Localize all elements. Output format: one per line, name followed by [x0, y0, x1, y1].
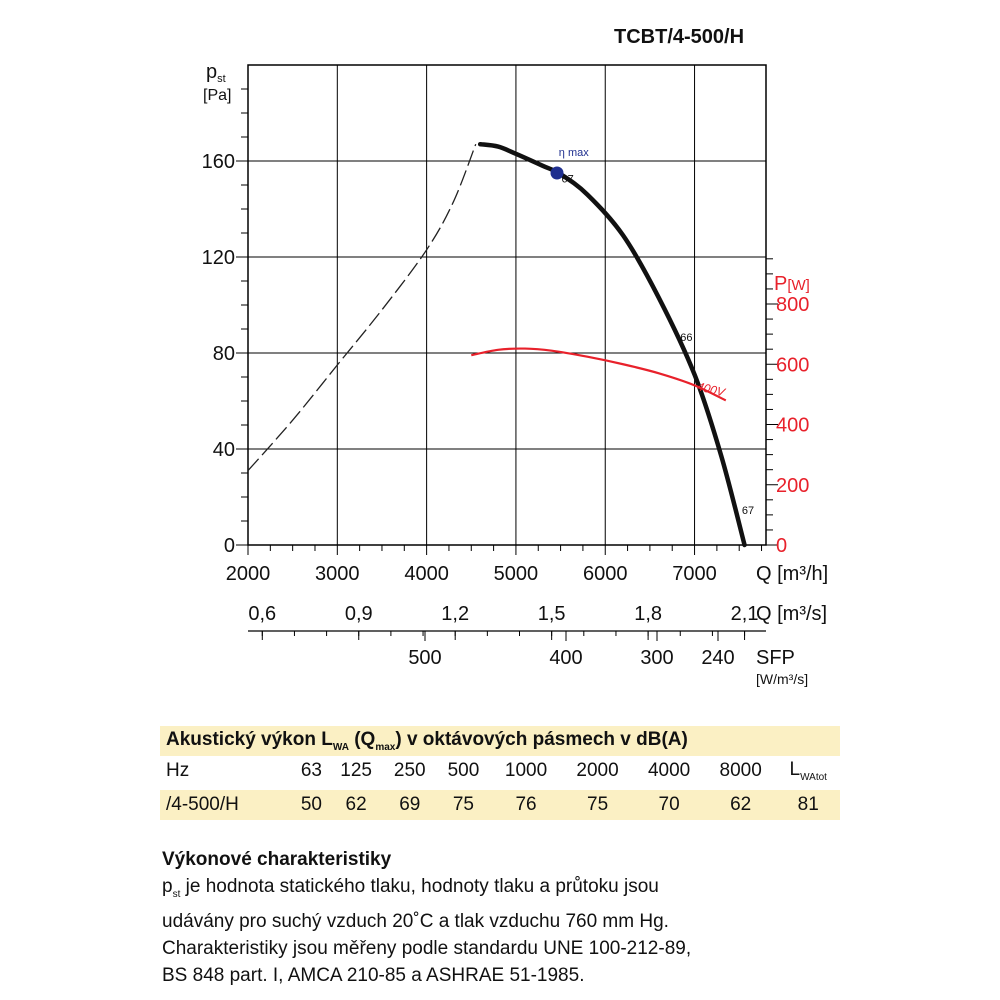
sfp-unit: [W/m³/s] — [756, 671, 808, 687]
notes-line-3: Charakteristiky jsou měřeny podle standa… — [162, 937, 692, 959]
series-line-0 — [247, 143, 477, 472]
sfp-label: SFP — [756, 647, 795, 669]
row-label: /4-500/H — [160, 790, 294, 820]
table-header-row: Akustický výkon LWA (Qmax) v oktávových … — [160, 726, 840, 756]
ytick-right-label-200: 200 — [776, 475, 809, 497]
xtick2-label-4: 1,8 — [634, 603, 662, 625]
xtick-label-6000: 6000 — [583, 563, 628, 585]
plot-frame — [247, 64, 767, 546]
sound-power-table: Akustický výkon LWA (Qmax) v oktávových … — [160, 726, 840, 820]
ytick-right-label-600: 600 — [776, 354, 809, 376]
value-250: 69 — [382, 790, 437, 820]
table-header: Akustický výkon LWA (Qmax) v oktávových … — [160, 726, 840, 756]
annotation-3: 67 — [742, 505, 754, 517]
xtick2-label-1: 0,9 — [345, 603, 373, 625]
xtick-label-3000: 3000 — [315, 563, 360, 585]
sfp-label-240: 240 — [701, 647, 734, 669]
annotation-4: 400V — [696, 379, 728, 400]
notes-line-1: pst je hodnota statického tlaku, hodnoty… — [162, 876, 659, 900]
band-63: 63 — [300, 760, 322, 781]
xtick2-label-2: 1,2 — [441, 603, 469, 625]
xtick2-label-3: 1,5 — [538, 603, 566, 625]
value-63: 50 — [293, 790, 330, 820]
annotation-2: 66 — [680, 332, 692, 344]
annotation-0: η max — [559, 147, 589, 159]
notes-line-4: BS 848 part. I, AMCA 210-85 a ASHRAE 51-… — [162, 964, 585, 986]
annotation-1: 67 — [561, 174, 573, 186]
xtick-label-7000: 7000 — [672, 563, 717, 585]
xtick-label-2000: 2000 — [226, 563, 271, 585]
sfp-label-400: 400 — [549, 647, 582, 669]
total-label: LWAtot — [789, 759, 827, 783]
sfp-label-300: 300 — [640, 647, 673, 669]
value-total: 81 — [776, 790, 840, 820]
value-500: 75 — [436, 790, 491, 820]
chart-axes: pst [Pa] P[W] Q [m³/h] Q [m³/s] SFP [W/m³/s] — [203, 61, 828, 687]
model-title: TCBT/4-500/H — [614, 26, 745, 48]
value-2000: 75 — [561, 790, 634, 820]
xtick-label-5000: 5000 — [494, 563, 539, 585]
ytick-right-label-400: 400 — [776, 415, 809, 437]
hz-label: Hz — [166, 760, 190, 781]
value-125: 62 — [329, 790, 383, 820]
value-4000: 70 — [633, 790, 705, 820]
notes-line-2: udávány pro suchý vzduch 20˚C a tlak vzd… — [162, 910, 669, 932]
band-4000: 4000 — [647, 760, 691, 781]
series-line-1 — [477, 141, 747, 548]
eta-max-point — [550, 166, 564, 180]
band-500: 500 — [447, 760, 480, 781]
table-row: /4-500/H 50 62 69 75 76 75 70 62 81 — [160, 790, 840, 820]
y-axis-label: pst — [206, 61, 226, 85]
chart-grid — [248, 65, 766, 545]
x-axis-secondary-label: Q [m³/s] — [756, 603, 827, 625]
x-axis-label: Q [m³/h] — [756, 563, 828, 585]
band-250: 250 — [393, 760, 426, 781]
ytick-label-40: 40 — [213, 439, 235, 461]
ytick-label-120: 120 — [202, 247, 235, 269]
y-axis-unit: [Pa] — [203, 87, 231, 104]
ytick-label-0: 0 — [224, 535, 235, 557]
notes: Výkonové charakteristiky pst je hodnota … — [162, 846, 842, 989]
ytick-right-label-0: 0 — [776, 535, 787, 557]
ytick-right-label-800: 800 — [776, 294, 809, 316]
value-1000: 76 — [490, 790, 562, 820]
band-1000: 1000 — [504, 760, 548, 781]
xtick2-label-0: 0,6 — [248, 603, 276, 625]
ytick-label-160: 160 — [202, 151, 235, 173]
ytick-label-80: 80 — [213, 343, 235, 365]
chart-annotations: η max 67 66 67 400V — [559, 147, 754, 517]
notes-title: Výkonové charakteristiky — [162, 849, 392, 870]
series-line-2 — [471, 347, 727, 402]
band-125: 125 — [340, 760, 372, 781]
xtick-label-4000: 4000 — [404, 563, 449, 585]
y-axis-right-label: P[W] — [774, 273, 810, 295]
xtick2-label-5: 2,1 — [731, 603, 759, 625]
chart-series — [247, 141, 747, 548]
value-8000: 62 — [704, 790, 777, 820]
table-hz-row: Hz 63 125 250 500 1000 2000 4000 8000 LW… — [160, 756, 840, 786]
performance-chart: pst [Pa] P[W] Q [m³/h] Q [m³/s] SFP [W/m³/s] 0… — [202, 61, 829, 687]
sfp-label-500: 500 — [408, 647, 441, 669]
band-8000: 8000 — [719, 760, 762, 781]
band-2000: 2000 — [576, 760, 619, 781]
